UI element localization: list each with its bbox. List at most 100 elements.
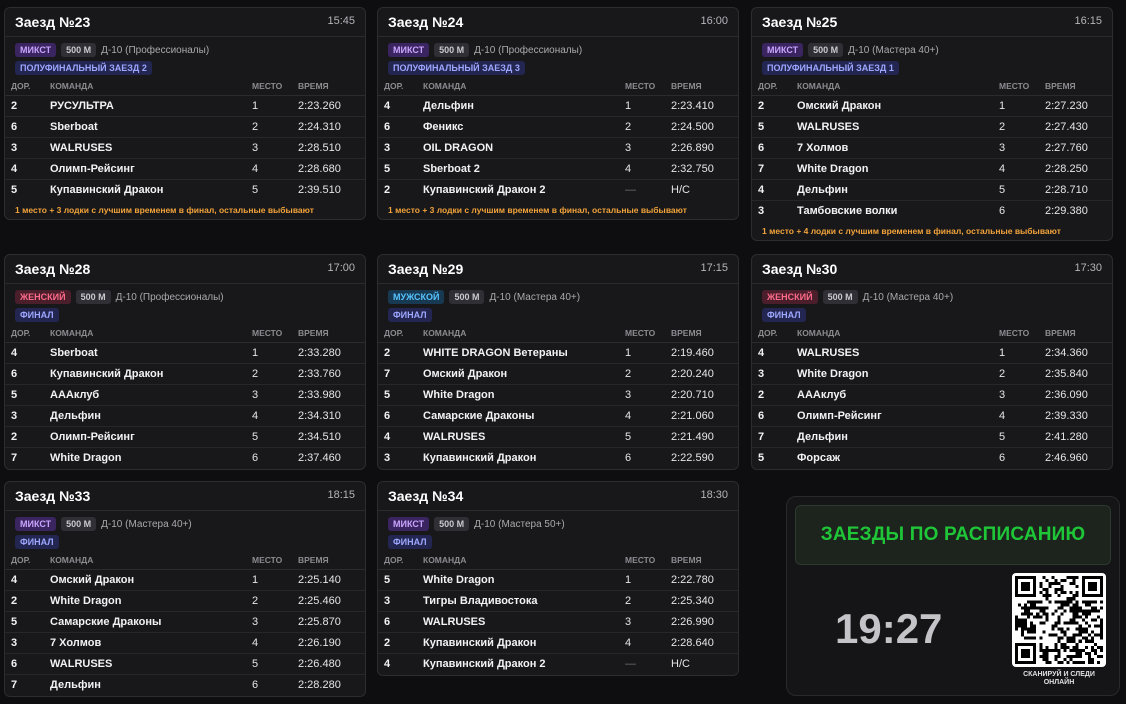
heat-header: Заезд №30 17:30 [752,255,1112,284]
heat-tags: МИКСТ 500 М Д-10 (Профессионалы) [378,37,738,59]
column-header: ДОР. [5,77,50,96]
lane-cell: 3 [378,590,423,612]
qr-caption-line-1: СКАНИРУЙ И СЛЕДИ [1023,671,1095,678]
heat-title: Заезд №30 [762,261,838,277]
place-cell: 3 [625,611,671,633]
table-row: 6 Феникс 2 2:24.500 [378,116,738,138]
time-cell: 2:26.190 [298,632,365,654]
lane-cell: 3 [5,405,50,427]
time-cell: 2:28.710 [1045,179,1112,201]
place-cell: 2 [999,116,1045,138]
team-cell: Sberboat [50,116,252,138]
time-cell: Н/С [671,658,690,670]
time-cell: 2:39.510 [298,184,341,196]
table-row: 4 Олимп-Рейсинг 4 2:28.680 [5,158,365,180]
results-table: ДОР. КОМАНДА МЕСТО ВРЕМЯ 4 Sberboat 1 2:33.280 6… [5,324,365,468]
team-cell: Омский Дракон [50,569,252,591]
lane-cell: 6 [5,653,50,675]
time-cell: 2:21.490 [671,426,738,448]
stage-row: ФИНАЛ [378,533,738,551]
table-row: 5 Форсаж 6 2:46.960 [752,448,1112,469]
heat-card: Заезд №23 15:45 МИКСТ 500 М Д-10 (Профессион… [4,7,366,220]
heat-title: Заезд №28 [15,261,91,277]
heat-title: Заезд №23 [15,14,91,30]
column-header: МЕСТО [999,324,1045,343]
column-header: ДОР. [752,77,797,96]
team-cell: Дельфин [797,179,999,201]
distance-badge: 500 М [808,43,844,57]
team-cell: WALRUSES [423,611,625,633]
results-table: ДОР. КОМАНДА МЕСТО ВРЕМЯ 2 WHITE DRAGON Ветер… [378,324,738,468]
place-cell: 6 [252,452,259,464]
column-header: МЕСТО [625,551,671,570]
column-header: ВРЕМЯ [671,551,738,570]
table-row: 6 Олимп-Рейсинг 4 2:39.330 [752,405,1112,427]
lane-cell: 3 [758,205,765,217]
table-row: 4 Купавинский Дракон 2 — Н/С [378,654,738,675]
lane-cell: 2 [5,95,50,117]
place-cell: 4 [999,158,1045,180]
distance-badge: 500 М [449,290,485,304]
team-cell: Дельфин [423,95,625,117]
table-row: 2 WHITE DRAGON Ветераны 1 2:19.460 [378,342,738,364]
team-cell: Тамбовские волки [797,205,898,217]
place-cell: 2 [252,590,298,612]
lane-cell: 6 [752,405,797,427]
place-cell: 5 [999,426,1045,448]
team-cell: 7 Холмов [797,137,999,159]
table-row: 5 WALRUSES 2 2:27.430 [752,116,1112,138]
column-header: ВРЕМЯ [1045,324,1112,343]
category-badge: МИКСТ [15,517,57,531]
column-header: МЕСТО [252,324,298,343]
qr-code-icon[interactable] [1012,573,1106,667]
table-row: 7 Дельфин 5 2:41.280 [752,426,1112,448]
column-header: МЕСТО [999,77,1045,96]
lane-cell: 3 [384,452,391,464]
team-cell: Купавинский Дракон 2 [423,184,546,196]
stage-badge: ФИНАЛ [762,308,806,322]
team-cell: Самарские Драконы [423,405,625,427]
heat-tags: МУЖСКОЙ 500 М Д-10 (Мастера 40+) [378,284,738,306]
table-row: 2 Купавинский Дракон 4 2:28.640 [378,632,738,654]
category-badge: МИКСТ [15,43,57,57]
lane-cell: 6 [752,137,797,159]
boat-class: Д-10 (Профессионалы) [101,44,210,56]
heat-title: Заезд №33 [15,488,91,504]
place-cell: 4 [252,405,298,427]
time-cell: 2:22.590 [671,452,714,464]
stage-badge: ФИНАЛ [15,308,59,322]
heat-time: 17:00 [327,262,355,274]
heat-header: Заезд №33 18:15 [5,482,365,511]
boat-class: Д-10 (Мастера 40+) [101,518,192,530]
table-header-row: ДОР. КОМАНДА МЕСТО ВРЕМЯ [5,77,365,96]
stage-badge: ПОЛУФИНАЛЬНЫЙ ЗАЕЗД 1 [762,61,899,75]
place-cell: 4 [252,158,298,180]
time-cell: 2:28.510 [298,137,365,159]
column-header: ДОР. [5,324,50,343]
results-table: ДОР. КОМАНДА МЕСТО ВРЕМЯ 4 Омский Дракон 1 2:25… [5,551,365,695]
lane-cell: 5 [378,384,423,406]
side-panel: ЗАЕЗДЫ ПО РАСПИСАНИЮ 19:27 СКАНИРУЙ И СЛ… [786,496,1120,696]
team-cell: Дельфин [797,426,999,448]
time-cell: 2:25.340 [671,590,738,612]
time-cell: 2:34.310 [298,405,365,427]
team-cell: WALRUSES [50,653,252,675]
place-cell: 5 [999,179,1045,201]
lane-cell: 5 [5,611,50,633]
column-header: ВРЕМЯ [298,77,365,96]
table-row: 2 White Dragon 2 2:25.460 [5,590,365,612]
heat-card: Заезд №30 17:30 ЖЕНСКИЙ 500 М Д-10 (Мастера … [751,254,1113,470]
schedule-button[interactable]: ЗАЕЗДЫ ПО РАСПИСАНИЮ [795,505,1111,565]
team-cell: Омский Дракон [423,363,625,385]
team-cell: Олимп-Рейсинг [797,405,999,427]
team-cell: WHITE DRAGON Ветераны [423,342,625,364]
results-table: ДОР. КОМАНДА МЕСТО ВРЕМЯ 5 White Dragon 1 2:22.… [378,551,738,674]
lane-cell: 5 [752,116,797,138]
qr-caption-line-2: ОНЛАЙН [1043,679,1075,686]
time-cell: 2:21.060 [671,405,738,427]
time-cell: 2:27.760 [1045,137,1112,159]
column-header: ДОР. [378,551,423,570]
time-cell: 2:24.310 [298,116,365,138]
lane-cell: 7 [378,363,423,385]
time-cell: 2:37.460 [298,452,341,464]
